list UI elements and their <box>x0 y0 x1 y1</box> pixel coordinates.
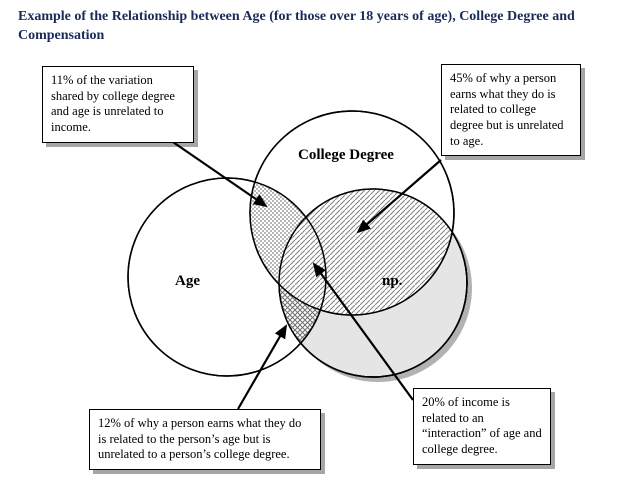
page: Example of the Relationship between Age … <box>0 0 628 503</box>
callout-tr: 45% of why a person earns what they do i… <box>441 64 581 156</box>
label-comp: np. <box>382 273 402 290</box>
label-age: Age <box>175 273 200 290</box>
callout-br: 20% of income is related to an “interact… <box>413 388 551 465</box>
callout-bl: 12% of why a person earns what they do i… <box>89 409 321 470</box>
callout-tl: 11% of the variation shared by college d… <box>42 66 194 143</box>
label-degree: College Degree <box>298 147 394 164</box>
